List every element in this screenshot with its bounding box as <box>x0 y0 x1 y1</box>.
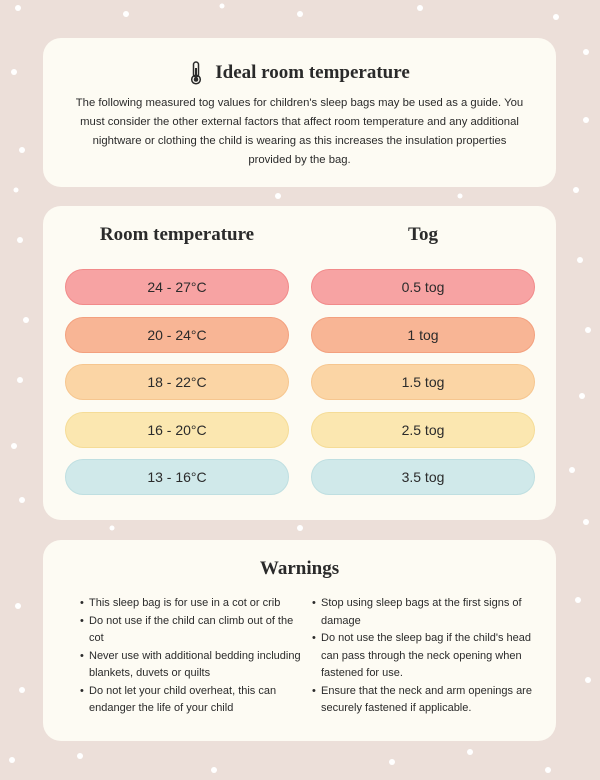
intro-text: The following measured tog values for ch… <box>75 97 524 166</box>
temperature-pill: 16 - 20°C <box>65 411 289 448</box>
warnings-left: This sleep bag is for use in a cot or cr… <box>80 595 302 718</box>
temperature-pill: 20 - 24°C <box>65 316 289 353</box>
tog-pill: 3.5 tog <box>311 459 535 495</box>
tog-pill: 0.5 tog <box>311 269 535 305</box>
warnings-card: Warnings This sleep bag is for use in a … <box>43 540 556 741</box>
thermometer-icon <box>191 61 202 85</box>
warning-item: Do not use if the child can climb out of… <box>80 613 302 648</box>
tog-pill: 1.5 tog <box>311 364 535 400</box>
tog-pill: 1 tog <box>311 316 535 353</box>
warning-item: Never use with additional bedding includ… <box>80 648 302 683</box>
temperature-pill: 13 - 16°C <box>65 459 289 495</box>
column-header: Tog <box>408 224 438 245</box>
warning-item: Stop using sleep bags at the first signs… <box>312 595 537 630</box>
warnings-title: Warnings <box>259 558 340 579</box>
warnings-right: Stop using sleep bags at the first signs… <box>312 595 537 718</box>
warning-item: This sleep bag is for use in a cot or cr… <box>80 595 302 613</box>
column-header: Room temperature <box>99 224 255 245</box>
warning-item: Do not use the sleep bag if the child's … <box>312 630 537 683</box>
temperature-pill: 18 - 22°C <box>65 364 289 400</box>
intro-card: Ideal room temperature The following mea… <box>43 38 556 187</box>
warning-item: Ensure that the neck and arm openings ar… <box>312 683 537 718</box>
intro-heading: Ideal room temperature <box>73 58 526 88</box>
temperature-pill: 24 - 27°C <box>65 269 289 305</box>
intro-title: Ideal room temperature <box>215 62 410 83</box>
warning-item: Do not let your child overheat, this can… <box>80 683 302 718</box>
tog-pill: 2.5 tog <box>311 411 535 448</box>
tog-table: Room temperature Tog 24 - 27°C 0.5 tog 20 … <box>43 206 556 520</box>
